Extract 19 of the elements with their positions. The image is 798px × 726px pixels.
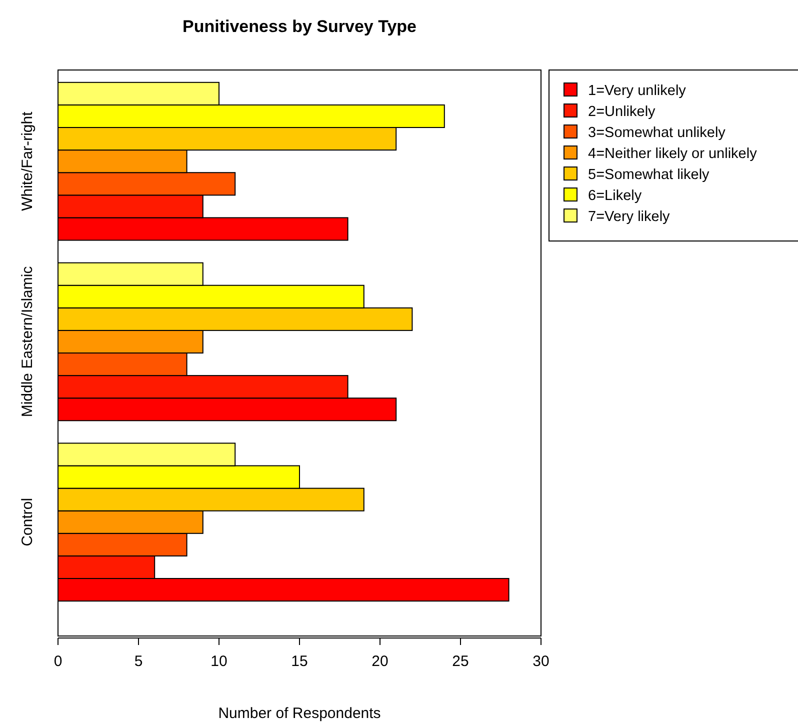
x-tick-label: 15 [291,653,308,670]
legend-label: 3=Somewhat unlikely [588,125,726,141]
chart-title: Punitiveness by Survey Type [182,17,416,36]
x-tick-label: 20 [372,653,388,670]
y-tick-label: Control [19,498,36,546]
legend-label: 1=Very unlikely [588,83,687,99]
y-tick-label: White/Far-right [19,110,36,211]
x-tick-label: 0 [54,653,62,670]
legend-label: 2=Unlikely [588,104,656,120]
x-tick-label: 10 [210,653,228,670]
legend-label: 6=Likely [588,188,642,204]
y-tick-label: Middle Eastern/Islamic [19,266,36,418]
legend-label: 7=Very likely [588,209,671,225]
x-tick-label: 5 [134,653,143,670]
legend-label: 5=Somewhat likely [588,167,710,183]
x-axis-title: Number of Respondents [218,705,381,722]
x-tick-label: 30 [532,653,550,670]
legend-label: 4=Neither likely or unlikely [588,146,758,162]
x-tick-label: 25 [452,653,469,670]
